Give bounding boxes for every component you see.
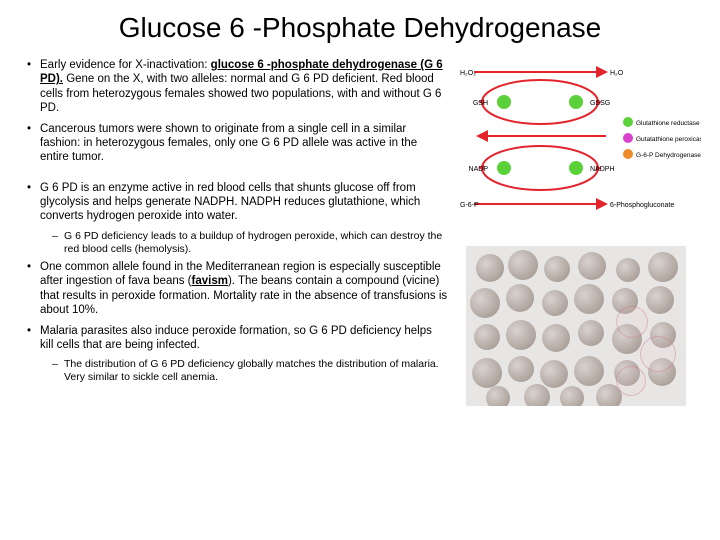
bullet-5: • Malaria parasites also induce peroxide… — [18, 324, 448, 353]
label-nadph: NADPH — [590, 166, 615, 173]
ghost-cell — [640, 336, 676, 372]
label-g6p: G-6-P — [460, 202, 479, 209]
rbc-cell — [508, 356, 534, 382]
rbc-cell — [542, 290, 568, 316]
text-span: Gene on the X, with two alleles: normal … — [40, 73, 441, 114]
legend-gr: Glutathione reductase — [636, 120, 700, 127]
sub-text: G 6 PD deficiency leads to a buildup of … — [64, 230, 448, 256]
text-column: • Early evidence for X-inactivation: glu… — [18, 58, 448, 406]
bullet-marker: • — [18, 58, 40, 116]
bullet-marker: • — [18, 260, 40, 318]
rbc-cell — [476, 254, 504, 282]
bullet-text: Cancerous tumors were shown to originate… — [40, 122, 448, 165]
label-6pg: 6-Phosphogluconate — [610, 202, 674, 209]
ghost-cell — [616, 306, 648, 338]
label-gssg: GSSG — [590, 100, 610, 107]
text-span: Early evidence for X-inactivation: — [40, 59, 211, 71]
label-nadp: NADP — [469, 166, 489, 173]
bullet-text: One common allele found in the Mediterra… — [40, 260, 448, 318]
pathway-diagram: H₂O₂ H₂O GSH GSSG NADP NADPH G-6-P 6-Pho… — [456, 58, 701, 238]
rbc-cell — [578, 252, 606, 280]
rbc-cell — [646, 286, 674, 314]
bullet-marker: • — [18, 324, 40, 353]
rbc-cell — [574, 356, 604, 386]
rbc-cell — [616, 258, 640, 282]
bullet-text: Early evidence for X-inactivation: gluco… — [40, 58, 448, 116]
ghost-cell — [616, 366, 646, 396]
label-gsh: GSH — [473, 100, 488, 107]
bullet-2: • Cancerous tumors were shown to origina… — [18, 122, 448, 165]
label-h2o: H₂O — [610, 70, 624, 77]
rbc-cell — [540, 360, 568, 388]
bullet-marker: • — [18, 122, 40, 165]
rbc-cell — [470, 288, 500, 318]
rbc-cell — [524, 384, 550, 406]
rbc-cell — [544, 256, 570, 282]
text-span: favism — [192, 275, 228, 287]
rbc-cell — [578, 320, 604, 346]
rbc-cell — [486, 386, 510, 406]
legend-gp: Gutatathione peroxicase — [636, 136, 701, 143]
page-title: Glucose 6 -Phosphate Dehydrogenase — [18, 12, 702, 44]
rbc-cell — [648, 252, 678, 282]
content-area: • Early evidence for X-inactivation: glu… — [18, 58, 702, 406]
bullet-text: G 6 PD is an enzyme active in red blood … — [40, 181, 448, 224]
label-h2o2: H₂O₂ — [460, 70, 476, 77]
rbc-cell — [560, 386, 584, 406]
figure-column: H₂O₂ H₂O GSH GSSG NADP NADPH G-6-P 6-Pho… — [456, 58, 701, 406]
bullet-1: • Early evidence for X-inactivation: glu… — [18, 58, 448, 116]
rbc-cell — [472, 358, 502, 388]
rbc-cell — [506, 320, 536, 350]
bullet-3: • G 6 PD is an enzyme active in red bloo… — [18, 181, 448, 224]
bullet-text: Malaria parasites also induce peroxide f… — [40, 324, 448, 353]
rbc-cell — [474, 324, 500, 350]
bullet-4: • One common allele found in the Mediter… — [18, 260, 448, 318]
rbc-cell — [508, 250, 538, 280]
bullet-marker: • — [18, 181, 40, 224]
rbc-cell — [506, 284, 534, 312]
rbc-cell — [542, 324, 570, 352]
sub-bullet-5: – The distribution of G 6 PD deficiency … — [46, 358, 448, 384]
dash-marker: – — [46, 358, 64, 384]
dash-marker: – — [46, 230, 64, 256]
rbc-cell — [574, 284, 604, 314]
legend-g6pd: G-6-P Dehydrogenase — [636, 152, 701, 159]
micrograph-image — [466, 246, 686, 406]
sub-bullet-3: – G 6 PD deficiency leads to a buildup o… — [46, 230, 448, 256]
sub-text: The distribution of G 6 PD deficiency gl… — [64, 358, 448, 384]
